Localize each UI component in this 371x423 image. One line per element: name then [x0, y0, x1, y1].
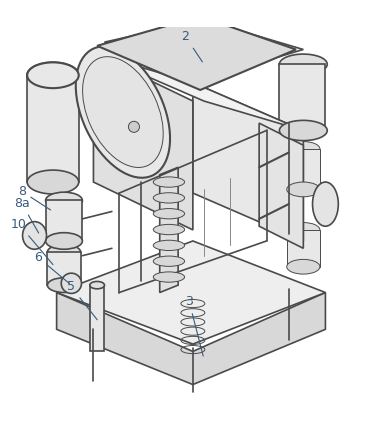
Ellipse shape	[153, 272, 185, 282]
Ellipse shape	[279, 54, 327, 74]
Ellipse shape	[153, 256, 185, 266]
Polygon shape	[193, 82, 303, 241]
Text: 5: 5	[68, 280, 97, 320]
Polygon shape	[46, 201, 82, 241]
Ellipse shape	[46, 233, 82, 249]
Polygon shape	[287, 230, 320, 267]
Ellipse shape	[312, 182, 338, 226]
Ellipse shape	[46, 192, 82, 209]
Ellipse shape	[83, 57, 163, 168]
Ellipse shape	[47, 278, 81, 293]
Ellipse shape	[61, 273, 82, 294]
Text: 2: 2	[181, 30, 202, 62]
Ellipse shape	[153, 224, 185, 235]
Polygon shape	[57, 241, 325, 344]
Ellipse shape	[287, 142, 320, 156]
Ellipse shape	[90, 281, 105, 289]
Ellipse shape	[27, 170, 79, 194]
Ellipse shape	[153, 177, 185, 187]
Polygon shape	[90, 285, 105, 352]
Ellipse shape	[287, 259, 320, 274]
Text: 10: 10	[11, 218, 53, 265]
Ellipse shape	[287, 222, 320, 237]
Ellipse shape	[153, 209, 185, 219]
Text: 3: 3	[185, 295, 203, 356]
Ellipse shape	[287, 182, 320, 197]
Polygon shape	[93, 53, 193, 230]
Polygon shape	[97, 16, 296, 90]
Ellipse shape	[23, 222, 46, 249]
Polygon shape	[279, 64, 325, 130]
Ellipse shape	[47, 244, 81, 259]
Polygon shape	[27, 75, 79, 182]
Polygon shape	[105, 20, 303, 79]
Ellipse shape	[128, 121, 139, 132]
Polygon shape	[259, 123, 303, 248]
Polygon shape	[93, 53, 303, 130]
Ellipse shape	[27, 62, 79, 88]
Polygon shape	[57, 293, 325, 385]
Text: 6: 6	[34, 251, 69, 283]
Text: 8: 8	[18, 185, 50, 210]
Polygon shape	[287, 149, 320, 190]
Text: 8a: 8a	[14, 197, 39, 233]
Ellipse shape	[153, 240, 185, 250]
Polygon shape	[160, 168, 178, 293]
Polygon shape	[47, 252, 81, 285]
Ellipse shape	[279, 121, 327, 140]
Ellipse shape	[153, 193, 185, 203]
Ellipse shape	[27, 62, 79, 88]
Ellipse shape	[76, 47, 170, 178]
